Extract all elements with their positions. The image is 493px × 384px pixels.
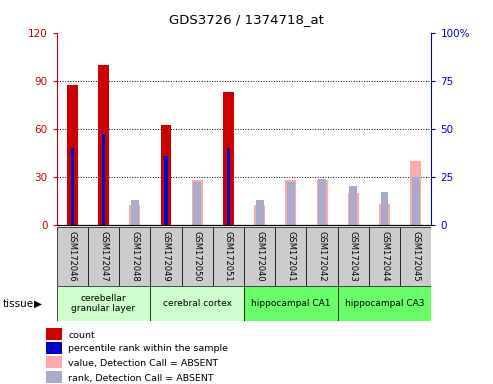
Text: GSM172050: GSM172050 <box>193 231 202 282</box>
Text: cerebellar
granular layer: cerebellar granular layer <box>71 294 136 313</box>
Bar <box>307 227 338 286</box>
Bar <box>88 227 119 286</box>
Bar <box>369 227 400 286</box>
Bar <box>400 227 431 286</box>
Text: GSM172044: GSM172044 <box>380 231 389 282</box>
Bar <box>150 227 181 286</box>
Text: cerebral cortex: cerebral cortex <box>163 299 232 308</box>
Bar <box>57 227 88 286</box>
Text: hippocampal CA1: hippocampal CA1 <box>251 299 331 308</box>
Text: GSM172045: GSM172045 <box>411 231 420 282</box>
Text: tissue: tissue <box>2 299 34 309</box>
Bar <box>350 186 357 225</box>
Bar <box>227 148 230 225</box>
Bar <box>46 371 62 383</box>
Bar <box>181 227 213 286</box>
Bar <box>381 192 388 225</box>
Bar <box>193 182 201 225</box>
Bar <box>102 134 105 225</box>
Text: GSM172051: GSM172051 <box>224 231 233 282</box>
Bar <box>46 328 62 340</box>
Bar <box>338 227 369 286</box>
Bar <box>244 286 338 321</box>
Bar <box>150 286 244 321</box>
Bar <box>71 148 74 225</box>
Bar <box>256 200 264 225</box>
Bar <box>192 180 203 225</box>
Text: GSM172048: GSM172048 <box>130 231 139 282</box>
Bar <box>98 65 109 225</box>
Bar <box>165 156 168 225</box>
Text: GSM172047: GSM172047 <box>99 231 108 282</box>
Text: rank, Detection Call = ABSENT: rank, Detection Call = ABSENT <box>68 374 214 382</box>
Bar <box>287 182 295 225</box>
Bar <box>379 204 390 225</box>
Bar <box>412 177 420 225</box>
Text: GSM172043: GSM172043 <box>349 231 358 282</box>
Bar <box>131 200 139 225</box>
Bar <box>338 286 431 321</box>
Bar <box>46 342 62 354</box>
Bar <box>213 227 244 286</box>
Bar <box>223 92 234 225</box>
Text: GDS3726 / 1374718_at: GDS3726 / 1374718_at <box>169 13 324 26</box>
Bar <box>348 193 359 225</box>
Bar <box>318 179 326 225</box>
Text: count: count <box>68 331 95 340</box>
Bar <box>119 227 150 286</box>
Text: hippocampal CA3: hippocampal CA3 <box>345 299 424 308</box>
Bar <box>244 227 275 286</box>
Bar <box>46 356 62 368</box>
Bar <box>254 205 265 225</box>
Bar <box>410 161 421 225</box>
Text: GSM172046: GSM172046 <box>68 231 77 282</box>
Text: value, Detection Call = ABSENT: value, Detection Call = ABSENT <box>68 359 218 367</box>
Bar <box>129 205 140 225</box>
Bar <box>57 286 150 321</box>
Text: percentile rank within the sample: percentile rank within the sample <box>68 344 228 353</box>
Bar <box>161 126 172 225</box>
Bar <box>285 180 296 225</box>
Bar <box>317 180 327 225</box>
Text: GSM172042: GSM172042 <box>317 231 326 282</box>
Text: GSM172040: GSM172040 <box>255 231 264 282</box>
Bar <box>275 227 307 286</box>
Text: ▶: ▶ <box>34 299 41 309</box>
Text: GSM172049: GSM172049 <box>162 231 171 282</box>
Bar <box>67 86 78 225</box>
Text: GSM172041: GSM172041 <box>286 231 295 282</box>
